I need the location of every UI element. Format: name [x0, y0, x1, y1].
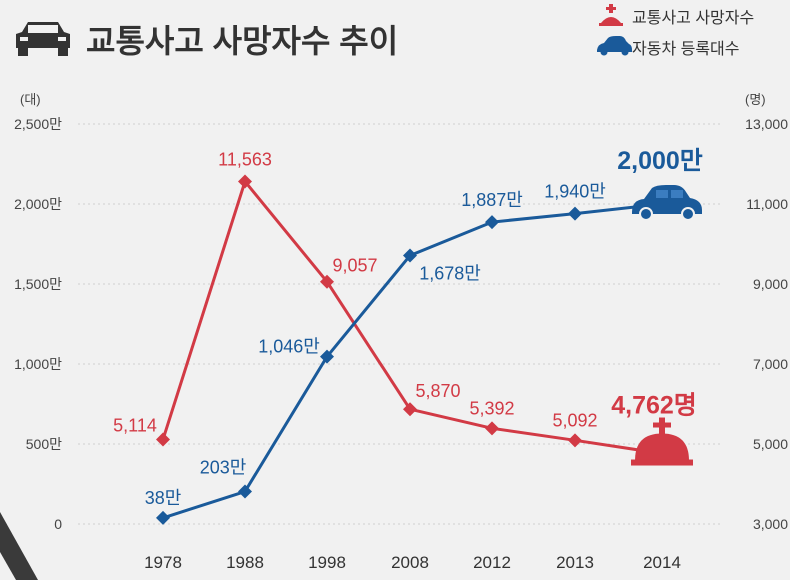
right-tick-label: 7,000 — [753, 356, 788, 372]
right-axis-ticks: 3,000 5,000 7,000 9,000 11,000 13,000 — [745, 116, 788, 532]
x-tick-label: 1988 — [226, 553, 264, 572]
x-tick-label: 2012 — [473, 553, 511, 572]
data-label-cars: 1,887만 — [461, 190, 523, 210]
data-label-cars: 2,000만 — [617, 147, 703, 175]
data-label-deaths: 5,392 — [469, 398, 514, 418]
left-axis-ticks: 0 500만 1,000만 1,500만 2,000만 2,500만 — [14, 116, 62, 532]
right-tick-label: 9,000 — [753, 276, 788, 292]
right-axis-unit: (명) — [745, 92, 766, 107]
car-icon — [632, 185, 702, 221]
data-point-cars — [238, 484, 252, 499]
data-label-deaths: 5,870 — [415, 381, 460, 401]
right-tick-label: 11,000 — [746, 196, 788, 212]
data-label-deaths: 5,092 — [552, 410, 597, 430]
legend-label-cars: 자동차 등록대수 — [632, 40, 740, 58]
data-label-deaths: 9,057 — [332, 256, 377, 276]
left-tick-label: 2,500만 — [14, 116, 62, 132]
x-tick-label: 2008 — [391, 553, 429, 572]
data-label-deaths: 11,563 — [218, 149, 272, 169]
x-tick-label: 2013 — [556, 553, 594, 572]
dome-cross-icon — [631, 417, 693, 466]
data-label-cars: 1,940만 — [544, 182, 606, 202]
legend-item-cars: 자동차 등록대수 — [597, 36, 740, 58]
data-point-cars — [485, 215, 499, 230]
x-tick-label: 1978 — [144, 553, 182, 572]
legend-item-deaths: 교통사고 사망자수 — [599, 4, 754, 27]
data-point-deaths — [485, 421, 499, 436]
data-label-cars: 1,046만 — [258, 337, 320, 357]
car-icon — [597, 36, 632, 56]
data-label-cars: 203만 — [200, 458, 247, 478]
data-point-deaths — [238, 174, 252, 189]
gridlines — [78, 123, 722, 525]
data-label-deaths: 4,762명 — [611, 392, 697, 420]
data-point-cars — [403, 248, 417, 263]
dome-cross-icon — [599, 4, 623, 26]
end-icons — [631, 185, 702, 466]
page-title: 교통사고 사망자수 추이 — [86, 23, 398, 59]
data-point-deaths — [320, 274, 334, 289]
right-tick-label: 3,000 — [753, 516, 788, 532]
header: 교통사고 사망자수 추이 — [16, 22, 398, 59]
data-point-cars — [156, 510, 170, 525]
left-tick-label: 500만 — [26, 436, 62, 452]
left-tick-label: 1,000만 — [14, 356, 62, 372]
data-point-deaths — [568, 433, 582, 448]
x-tick-label: 2014 — [643, 553, 681, 572]
data-point-deaths — [156, 432, 170, 447]
data-label-deaths: 5,114 — [113, 415, 157, 435]
data-label-cars: 38만 — [145, 488, 182, 508]
left-axis-unit: (대) — [20, 92, 41, 107]
corner-decoration — [0, 512, 38, 580]
legend: 교통사고 사망자수 자동차 등록대수 — [597, 4, 754, 58]
series-layer — [156, 174, 663, 525]
x-tick-label: 1998 — [308, 553, 346, 572]
x-axis-ticks: 1978 1988 1998 2008 2012 2013 2014 — [144, 553, 681, 572]
legend-label-deaths: 교통사고 사망자수 — [632, 9, 754, 27]
data-labels: 5,114 11,563 9,057 5,870 5,392 5,092 4,762명 38만… — [113, 147, 703, 508]
car-icon — [16, 22, 70, 56]
left-tick-label: 1,500만 — [14, 276, 62, 292]
right-tick-label: 5,000 — [753, 436, 788, 452]
data-point-cars — [320, 349, 334, 364]
right-tick-label: 13,000 — [745, 116, 788, 132]
data-point-cars — [568, 206, 582, 221]
left-tick-label: 2,000만 — [14, 196, 62, 212]
left-tick-label: 0 — [54, 516, 62, 532]
data-point-deaths — [403, 402, 417, 417]
data-label-cars: 1,678만 — [419, 264, 481, 284]
